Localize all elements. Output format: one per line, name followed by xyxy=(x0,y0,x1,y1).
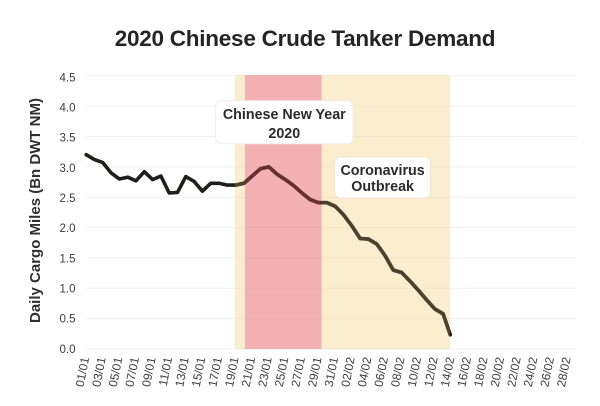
svg-text:0.5: 0.5 xyxy=(60,314,76,326)
svg-text:1.5: 1.5 xyxy=(60,253,76,265)
svg-text:08/02: 08/02 xyxy=(388,356,408,388)
svg-text:05/01: 05/01 xyxy=(106,356,126,388)
svg-text:20/02: 20/02 xyxy=(488,356,508,388)
svg-text:2.5: 2.5 xyxy=(60,193,76,205)
svg-text:4.5: 4.5 xyxy=(60,72,76,84)
svg-text:18/02: 18/02 xyxy=(471,356,491,388)
svg-text:15/01: 15/01 xyxy=(189,356,209,388)
svg-text:27/01: 27/01 xyxy=(288,356,308,388)
svg-text:1.0: 1.0 xyxy=(60,284,76,296)
svg-text:02/02: 02/02 xyxy=(338,356,358,388)
svg-text:23/01: 23/01 xyxy=(255,356,275,388)
svg-text:29/01: 29/01 xyxy=(305,356,325,388)
svg-text:14/02: 14/02 xyxy=(438,356,458,388)
svg-text:06/02: 06/02 xyxy=(371,356,391,388)
svg-text:10/02: 10/02 xyxy=(405,356,425,388)
svg-text:21/01: 21/01 xyxy=(239,356,259,388)
svg-text:4.0: 4.0 xyxy=(60,103,76,115)
svg-text:2.0: 2.0 xyxy=(60,223,76,235)
svg-text:16/02: 16/02 xyxy=(454,356,474,388)
svg-text:04/02: 04/02 xyxy=(355,356,375,388)
svg-text:19/01: 19/01 xyxy=(222,356,242,388)
svg-text:01/01: 01/01 xyxy=(73,356,93,388)
svg-text:3.0: 3.0 xyxy=(60,163,76,175)
svg-text:Outbreak: Outbreak xyxy=(351,179,414,195)
svg-text:22/02: 22/02 xyxy=(504,356,524,388)
svg-text:2020: 2020 xyxy=(268,126,300,142)
svg-text:17/01: 17/01 xyxy=(205,356,225,388)
svg-text:03/01: 03/01 xyxy=(89,356,109,388)
svg-text:Coronavirus: Coronavirus xyxy=(340,163,424,179)
svg-text:31/01: 31/01 xyxy=(322,356,342,388)
svg-text:Chinese New Year: Chinese New Year xyxy=(223,107,346,123)
svg-text:3.5: 3.5 xyxy=(60,133,76,145)
svg-text:0.0: 0.0 xyxy=(60,344,76,356)
svg-text:13/01: 13/01 xyxy=(172,356,192,388)
svg-text:24/02: 24/02 xyxy=(521,356,541,388)
svg-text:28/02: 28/02 xyxy=(554,356,574,388)
svg-text:11/01: 11/01 xyxy=(156,356,175,388)
svg-text:2020 Chinese Crude Tanker Dema: 2020 Chinese Crude Tanker Demand xyxy=(115,26,495,51)
svg-text:09/01: 09/01 xyxy=(139,356,159,388)
svg-text:25/01: 25/01 xyxy=(272,356,292,388)
svg-text:Daily Cargo Miles (Bn DWT NM): Daily Cargo Miles (Bn DWT NM) xyxy=(27,98,44,323)
svg-text:07/01: 07/01 xyxy=(122,356,142,388)
svg-text:12/02: 12/02 xyxy=(421,356,441,388)
svg-text:26/02: 26/02 xyxy=(537,356,557,388)
